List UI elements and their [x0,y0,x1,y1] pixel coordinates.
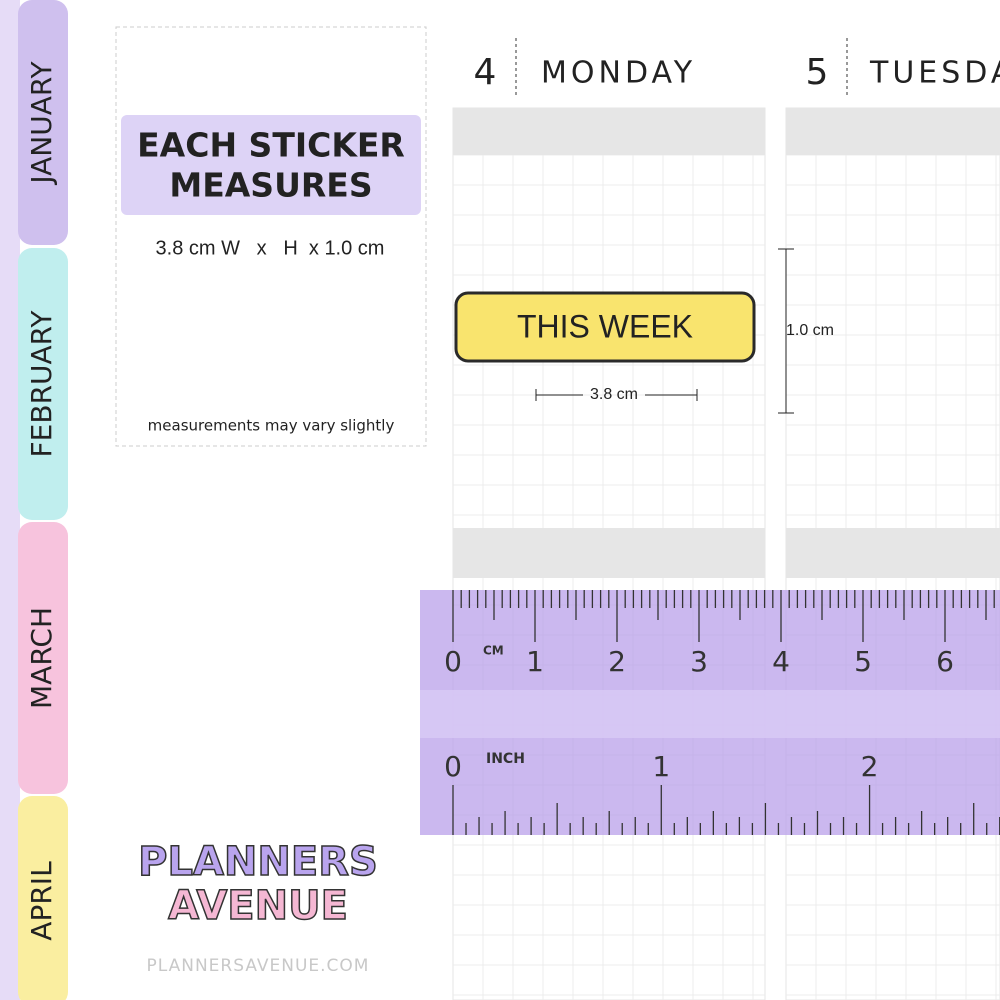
cm-label: 0 [444,645,462,678]
info-title: EACH STICKER [137,126,405,165]
info-note: measurements may vary slightly [148,417,395,435]
month-label: APRIL [25,861,58,941]
day-number: 5 [806,52,829,93]
day-header-bar [786,528,1000,578]
cm-label: 5 [854,645,872,678]
info-box [115,26,427,447]
info-title: MEASURES [169,166,372,205]
cm-label: 1 [526,645,544,678]
info-dimensions: 3.8 cm W x H x 1.0 cm [156,237,385,259]
day-name: MONDAY [541,56,696,91]
day-header-bar [786,108,1000,155]
month-tab [18,0,68,245]
tab-strip [0,0,20,1000]
day-header-bar [453,108,765,155]
month-tab [18,796,68,1000]
cm-label: 6 [936,645,954,678]
height-label: 1.0 cm [786,322,834,339]
month-label: FEBRUARY [25,310,58,458]
cm-label: 3 [690,645,708,678]
website: PLANNERSAVENUE.COM [147,956,370,976]
month-label: JANUARY [25,60,58,185]
width-label: 3.8 cm [590,386,638,403]
brand-logo: PLANNERS [138,839,378,885]
cm-label: 2 [608,645,626,678]
sticker-text: THIS WEEK [517,308,693,344]
day-header-bar [453,528,765,578]
cm-label: 4 [772,645,790,678]
ruler-unit: INCH [486,751,525,767]
sticker [454,291,756,363]
month-label: MARCH [25,607,58,709]
inch-label: 2 [861,750,879,783]
info-title-bg [121,115,421,215]
month-tab [18,248,68,520]
ruler-unit: CM [483,644,504,658]
month-tab [18,522,68,794]
day-name: TUESDAY [869,56,1000,91]
inch-label: 0 [444,750,462,783]
brand-logo: AVENUE [168,883,348,929]
day-number: 4 [474,52,497,93]
ruler-band [420,690,1000,738]
inch-label: 1 [652,750,670,783]
